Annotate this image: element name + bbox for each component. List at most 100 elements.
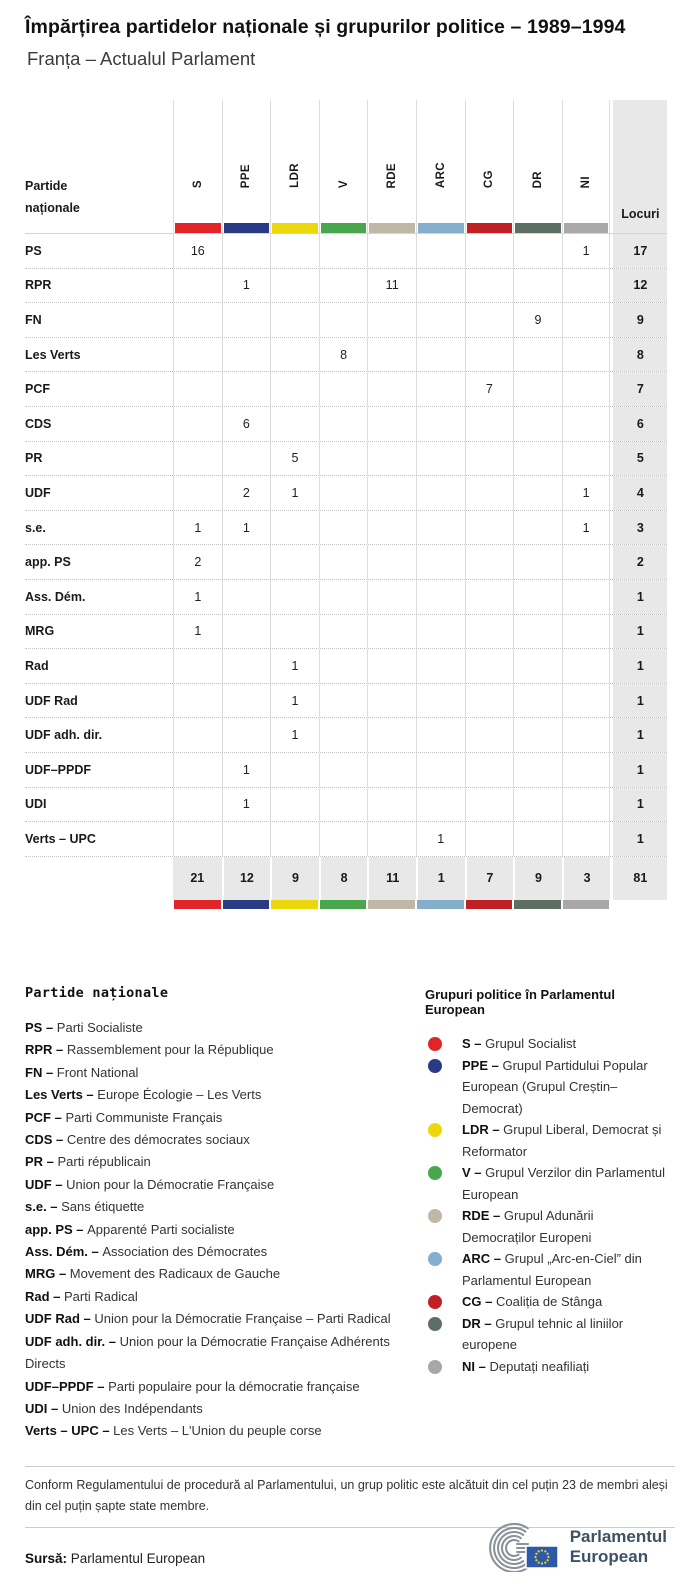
legend-item: ARC – Grupul „Arc-en-Ciel” din Parlament… [425,1248,667,1291]
table-row: UDF Rad 1 1 [25,683,668,719]
legend-item: RDE – Grupul Adunării Democraților Europ… [425,1205,667,1248]
seat-cell [367,718,416,752]
seat-cell [415,234,465,268]
legend-item: Les Verts – Europe Écologie – Les Verts [25,1084,425,1106]
seat-cell: 1 [415,822,465,856]
seat-cell [415,718,465,752]
seat-cell [173,683,222,718]
party-label: UDF Rad [25,693,78,708]
column-header-RDE: RDE [367,100,416,233]
seat-cell [221,614,271,649]
legend-abbr: Verts – UPC – [25,1423,114,1439]
seat-cell [367,649,416,683]
seat-cell [464,510,514,545]
column-header-CG: CG [464,100,514,233]
legend-name: Grupul Socialist [485,1036,577,1051]
seat-cell [270,337,319,372]
column-total-LDR: 9 [270,856,319,900]
legend-item: DR – Grupul tehnic al liniilor europene [425,1313,667,1356]
party-label: Ass. Dém. [25,589,86,604]
seat-cell [270,787,319,822]
totals-spacer [25,857,173,900]
seat-cell: 2 [221,476,271,510]
legend-abbr: Les Verts – [25,1087,98,1103]
seat-cell [318,752,368,787]
seat-cell [367,510,416,545]
seat-cell [367,752,416,787]
seat-cell [173,268,222,303]
seat-cell [464,683,514,718]
ni-color-dot [428,1359,442,1374]
legend-abbr: NI – [462,1358,490,1374]
seat-cell [221,545,271,579]
seat-cell [464,268,514,303]
table-row: Verts – UPC 1 1 [25,822,668,857]
seat-cell [561,683,611,718]
seat-cell [513,268,562,303]
seat-cell [415,579,465,614]
seat-cell [318,268,368,303]
seat-cell [221,683,271,718]
seat-cell: 11 [367,268,416,303]
seat-cell [367,337,416,372]
party-legend-items: PS – Parti Socialiste RPR – Rassemblement… [25,1017,425,1443]
seat-cell: 5 [270,441,319,476]
total-color-bar [222,899,270,909]
table-row: Rad 1 1 [25,649,668,684]
seat-cell [415,372,465,406]
total-color-bar [465,899,513,909]
seat-cell [318,718,368,752]
row-total-cell: 3 [610,510,668,545]
legend-abbr: PCF – [25,1109,66,1125]
party-label: CDS [25,416,52,431]
seat-cell [173,787,222,822]
seat-cell [221,372,271,406]
seat-cell [318,406,368,441]
seat-cell [561,787,611,822]
group-legend-title: Grupuri politice în Parlamentul European [425,987,615,1017]
seat-cell [415,787,465,822]
row-total-cell: 1 [610,649,668,683]
party-label: PCF [25,382,50,397]
seat-cell [561,718,611,752]
table-row: CDS 6 6 [25,406,668,442]
row-total-cell: 1 [610,718,668,752]
seat-cell [173,752,222,787]
legend-name: Union pour la Démocratie Française Adhér… [25,1333,390,1372]
party-label: PS [25,243,42,258]
table-row: PR 5 5 [25,441,668,477]
seat-cell: 16 [173,234,222,268]
footnote: Conform Regulamentului de procedură al P… [25,1466,675,1528]
row-header-line: naționale [25,201,80,215]
legend-abbr: MRG – [25,1266,70,1282]
row-header-line: Partide [25,179,68,193]
seat-cell [367,545,416,579]
column-header-ARC: ARC [415,100,465,233]
seat-cell [173,476,222,510]
legend-item: CG – Coaliția de Stânga [425,1291,667,1313]
legend-item: FN – Front National [25,1062,425,1084]
seat-cell [221,718,271,752]
column-total-RDE: 11 [367,856,416,900]
legend-item: CDS – Centre des démocrates sociaux [25,1129,425,1151]
seat-cell [464,337,514,372]
legend-name: Association des Démocrates [102,1244,268,1260]
column-header-S: S [173,100,222,233]
seat-cell [415,476,465,510]
legend-item: PPE – Grupul Partidului Popular European… [425,1055,667,1120]
seat-cell [318,579,368,614]
legend-abbr: V – [462,1165,486,1180]
seat-cell [513,406,562,441]
legend-item: PR – Parti républicain [25,1151,425,1173]
seat-cell: 1 [221,787,271,822]
table-row: app. PS 2 2 [25,545,668,580]
seat-cell [513,579,562,614]
seat-cell [270,822,319,856]
party-label: RPR [25,278,52,293]
legend-abbr: DR – [462,1315,496,1331]
table-row: s.e. 1 1 1 3 [25,510,668,546]
seat-cell [561,545,611,579]
seat-cell [173,718,222,752]
group-legend: Grupuri politice în Parlamentul European… [425,985,667,1443]
seat-cell [318,441,368,476]
